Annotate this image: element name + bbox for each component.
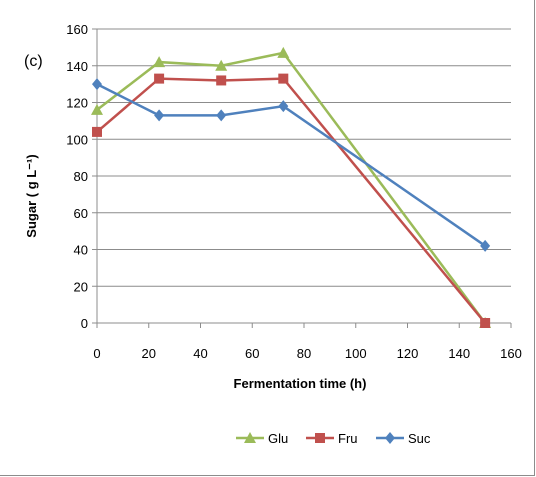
y-tick-label: 40: [74, 243, 88, 258]
x-tick-label: 60: [245, 346, 259, 361]
data-point: [216, 75, 227, 86]
x-tick-label: 80: [297, 346, 311, 361]
gridlines: [97, 28, 511, 287]
data-point: [92, 78, 102, 91]
x-tick-label: 0: [93, 346, 100, 361]
y-tick-label: 120: [66, 96, 88, 111]
x-tick-label: 40: [193, 346, 207, 361]
y-tick-label: 20: [74, 279, 88, 294]
data-point: [153, 56, 166, 68]
series-layer: [91, 46, 492, 328]
legend-label: Suc: [408, 431, 431, 446]
x-tick-label: 140: [448, 346, 470, 361]
series-fru: [92, 73, 491, 328]
y-tick-label: 160: [66, 22, 88, 37]
data-point: [91, 103, 103, 115]
legend-label: Glu: [268, 431, 288, 446]
legend-label: Fru: [338, 431, 358, 446]
y-tick-label: 80: [74, 169, 88, 184]
axes: [92, 28, 512, 328]
legend-item-fru: Fru: [306, 431, 358, 446]
series-suc: [92, 78, 491, 252]
data-point: [277, 46, 290, 58]
data-point: [216, 109, 227, 122]
x-axis-title: Fermentation time (h): [234, 376, 367, 391]
data-point: [154, 73, 165, 84]
data-point: [215, 59, 228, 71]
data-point: [278, 73, 289, 84]
series-line: [96, 51, 487, 324]
x-tick-label: 160: [500, 346, 522, 361]
legend-item-glu: Glu: [236, 431, 288, 446]
y-tick-label: 60: [74, 206, 88, 221]
data-point: [244, 432, 256, 443]
data-point: [278, 100, 289, 113]
y-axis-title: Sugar ( g L⁻¹): [24, 154, 39, 237]
panel-label: (c): [24, 53, 43, 70]
data-point: [154, 109, 165, 122]
data-point: [480, 239, 491, 252]
data-point: [315, 433, 325, 443]
x-tick-label: 20: [142, 346, 156, 361]
series-line: [96, 83, 486, 247]
x-tick-label: 120: [397, 346, 419, 361]
data-point: [480, 318, 491, 328]
data-point: [385, 432, 395, 444]
data-point: [92, 126, 102, 137]
y-tick-label: 100: [66, 132, 88, 147]
y-tick-label: 0: [81, 316, 88, 331]
x-tick-label: 100: [345, 346, 367, 361]
tick-labels: 0 20 40 60 80 100 120 140 160 0 20 40 60 80 100 120 140 1…: [66, 22, 522, 361]
y-tick-label: 140: [66, 59, 88, 74]
legend-item-suc: Suc: [376, 431, 431, 446]
legend: Glu Fru Suc: [236, 431, 431, 446]
